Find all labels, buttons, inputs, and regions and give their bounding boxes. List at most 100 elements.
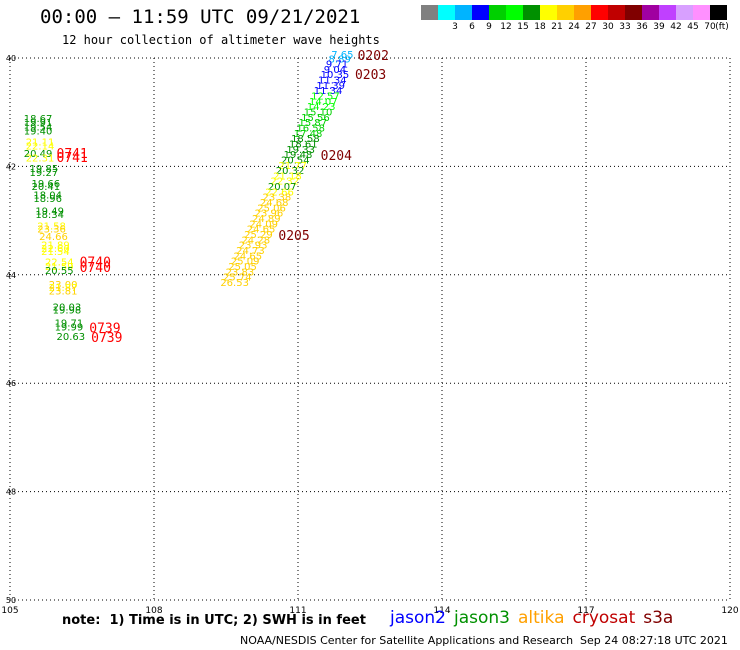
- wave-height-value: 21.58: [37, 221, 66, 232]
- satellite-cryosat: cryosat: [572, 608, 636, 628]
- color-scale-tick: 70: [704, 22, 716, 32]
- color-swatch: [659, 5, 676, 20]
- wave-height-value: 19.54: [24, 122, 53, 133]
- color-scale-tick: 24: [568, 22, 580, 32]
- wave-height-value: 22.60: [41, 244, 70, 255]
- wave-height-value: 17.48: [294, 129, 323, 140]
- wave-height-value: 19.99: [55, 323, 84, 334]
- wave-height-value: 25.74: [223, 273, 252, 284]
- footer-note: note: 1) Time is in UTC; 2) SWH is in fe…: [62, 613, 366, 628]
- lat-tick-label: 44: [6, 271, 16, 280]
- lon-tick-label: 114: [433, 606, 450, 616]
- lat-lon-grid: [9, 57, 731, 601]
- wave-height-value: 23.00: [49, 280, 78, 291]
- pass-time-label: 0203: [355, 68, 386, 83]
- wave-height-value: 23.81: [49, 286, 78, 297]
- wave-height-value: 23.93: [239, 241, 268, 252]
- wave-height-value: 24.73: [236, 246, 265, 257]
- wave-height-value: 22.32: [270, 177, 299, 188]
- color-swatch: [591, 5, 608, 20]
- wave-height-value: 22.66: [265, 187, 294, 198]
- wave-height-value: 19.85: [30, 164, 59, 175]
- wave-height-value: 9.71: [326, 60, 348, 71]
- wave-height-value: 8.89: [329, 54, 351, 65]
- wave-height-value: 11.39: [316, 81, 345, 92]
- wave-height-value: 18.96: [33, 194, 62, 205]
- wave-height-value: 25.06: [257, 203, 286, 214]
- wave-height-value: 25.05: [228, 262, 257, 273]
- color-scale-tick: 27: [585, 22, 597, 32]
- wave-height-value: 25.09: [231, 257, 260, 268]
- color-scale-tick: 45: [687, 22, 699, 32]
- color-swatch: [676, 5, 693, 20]
- lon-tick-label: 105: [1, 606, 18, 616]
- lat-tick-label: 40: [6, 54, 16, 63]
- color-swatch: [455, 5, 472, 20]
- wave-height-value: 24.65: [247, 225, 276, 236]
- color-scale-tick: 33: [619, 22, 631, 32]
- wave-height-value: 24.28: [241, 235, 270, 246]
- color-scale-tick: 42: [670, 22, 682, 32]
- wave-height-value: 25.29: [244, 230, 273, 241]
- color-swatch: [710, 5, 727, 20]
- color-swatch: [557, 5, 574, 20]
- color-scale-tick: 21: [551, 22, 563, 32]
- color-scale-tick: 18: [534, 22, 546, 32]
- pass-time-label: 0740: [80, 256, 111, 271]
- lon-tick-label: 120: [721, 606, 738, 616]
- wave-height-value: 24.68: [260, 198, 289, 209]
- wave-height-value: 9.04: [324, 65, 346, 76]
- wave-height-value: 18.67: [24, 114, 53, 125]
- wave-height-value: 24.65: [234, 251, 263, 262]
- wave-height-value: 21.18: [273, 171, 302, 182]
- color-swatch: [421, 5, 438, 20]
- color-swatch: [693, 5, 710, 20]
- wave-height-value: 11.34: [314, 86, 343, 97]
- pass-time-label: 0205: [278, 229, 309, 244]
- wave-height-value: 23.96: [255, 209, 284, 220]
- wave-height-value: 19.33: [286, 145, 315, 156]
- lon-tick-label: 111: [289, 606, 306, 616]
- color-swatch: [472, 5, 489, 20]
- wave-height-value: 22.31: [26, 153, 55, 164]
- wave-height-value: 21.59: [45, 262, 74, 273]
- color-scale-tick: 39: [653, 22, 665, 32]
- wave-height-value: 21.87: [49, 283, 78, 294]
- wave-height-value: 20.03: [53, 302, 82, 313]
- page-title: 00:00 – 11:59 UTC 09/21/2021: [40, 6, 361, 28]
- pass-time-label: 0740: [80, 261, 111, 276]
- color-swatch: [540, 5, 557, 20]
- wave-height-value: 26.53: [220, 278, 249, 289]
- pass-time-label: 0739: [91, 331, 122, 346]
- wave-height-value: 18.58: [291, 134, 320, 145]
- wave-height-value: 20.49: [24, 149, 53, 160]
- wave-height-value: 19.48: [284, 150, 313, 161]
- lat-tick-label: 50: [6, 596, 16, 605]
- wave-height-value: 11.34: [318, 76, 347, 87]
- wave-height-value: 24.89: [252, 214, 281, 225]
- color-scale-tick: 30: [602, 22, 614, 32]
- wave-height-value: 24.09: [249, 219, 278, 230]
- color-swatch: [642, 5, 659, 20]
- lon-tick-label: 108: [145, 606, 162, 616]
- wave-height-value: 20.07: [268, 182, 297, 193]
- pass-time-label: 0741: [57, 151, 88, 166]
- wave-height-value: 20.55: [45, 266, 74, 277]
- pass-time-label: 0202: [358, 49, 389, 64]
- satellite-legend: jason2 jason3 altika cryosat s3a: [390, 608, 681, 628]
- wave-height-value: 15.87: [298, 118, 327, 129]
- satellite-s3a: s3a: [643, 608, 674, 628]
- color-scale-tick: 12: [500, 22, 512, 32]
- page-subtitle: 12 hour collection of altimeter wave hei…: [62, 33, 380, 47]
- pass-time-label: 0741: [57, 147, 88, 162]
- color-scale-bar: [421, 5, 727, 20]
- wave-height-value: 15.10: [304, 108, 333, 119]
- satellite-altika: altika: [518, 608, 565, 628]
- color-scale-tick: 9: [486, 22, 492, 32]
- wave-height-value: 21.54: [41, 247, 70, 258]
- wave-height-value: 21.77: [278, 161, 307, 172]
- wave-height-value: 19.40: [24, 127, 53, 138]
- wave-height-value: 23.36: [37, 225, 66, 236]
- wave-height-value: 19.91: [24, 118, 53, 129]
